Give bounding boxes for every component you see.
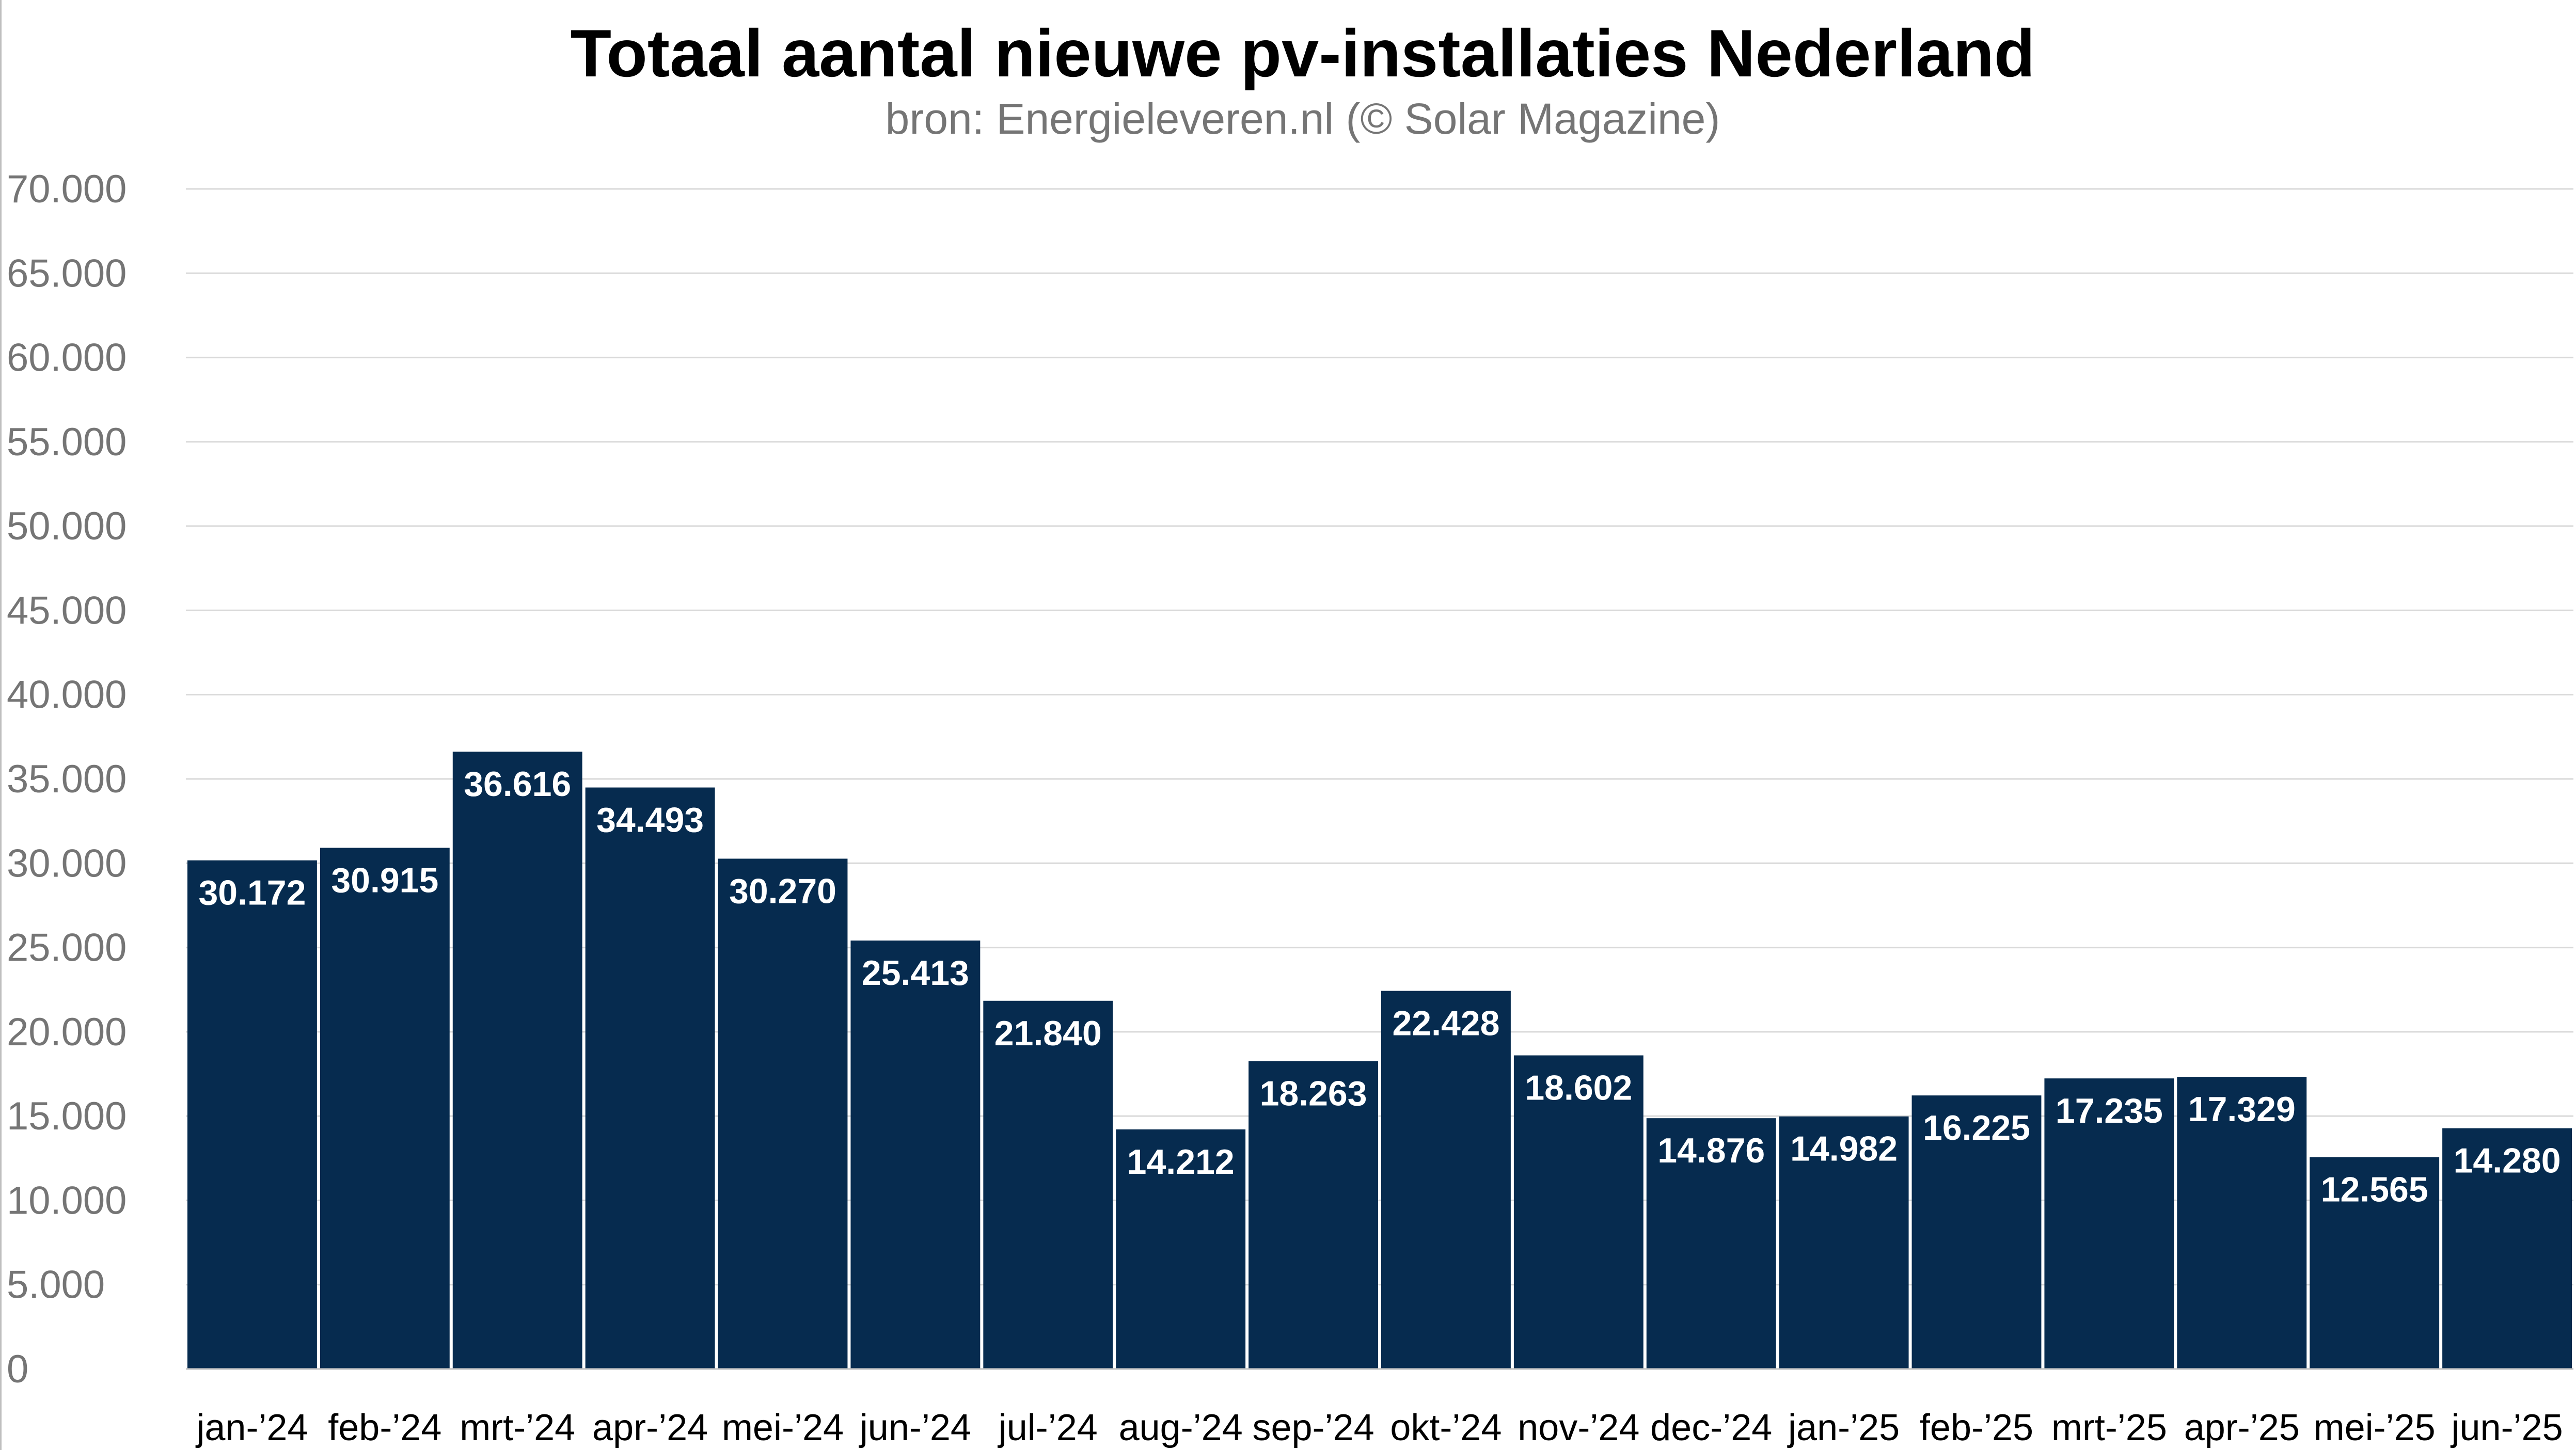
x-tick-label: jan-’24 [195, 1407, 308, 1448]
x-tick-label: aug-’24 [1119, 1407, 1243, 1448]
y-tick-label: 15.000 [7, 1094, 127, 1138]
x-tick-label: mrt-’24 [460, 1407, 575, 1448]
bar [1116, 1129, 1246, 1369]
x-tick-label: mei-’25 [2314, 1407, 2436, 1448]
bar-value-label: 30.172 [198, 873, 306, 913]
x-tick-label: feb-’24 [328, 1407, 441, 1448]
bar-value-label: 22.428 [1392, 1004, 1499, 1043]
x-tick-label: dec-’24 [1650, 1407, 1772, 1448]
x-tick-label: jul-’24 [998, 1407, 1098, 1448]
chart-title: Totaal aantal nieuwe pv-installaties Ned… [570, 15, 2035, 91]
bars [187, 752, 2572, 1369]
bar-value-label: 17.329 [2188, 1090, 2296, 1129]
bar-value-label: 30.270 [729, 871, 836, 911]
x-tick-label: apr-’24 [592, 1407, 708, 1448]
bar-value-label: 30.915 [331, 861, 438, 900]
bar [585, 787, 715, 1369]
bar-value-label: 25.413 [862, 953, 969, 993]
y-tick-label: 65.000 [7, 251, 127, 295]
y-tick-label: 60.000 [7, 336, 127, 380]
y-tick-label: 50.000 [7, 504, 127, 548]
bar-value-label: 14.212 [1127, 1142, 1235, 1182]
x-tick-label: jan-’25 [1787, 1407, 1900, 1448]
y-tick-label: 25.000 [7, 926, 127, 970]
y-tick-label: 30.000 [7, 841, 127, 885]
x-tick-label: okt-’24 [1390, 1407, 1502, 1448]
bar [187, 860, 317, 1369]
bar [1249, 1061, 1378, 1369]
x-tick-label: sep-’24 [1252, 1407, 1374, 1448]
bar-value-label: 34.493 [596, 801, 704, 840]
bar [983, 1000, 1113, 1369]
x-tick-label: feb-’25 [1920, 1407, 2033, 1448]
bar-value-label: 14.280 [2454, 1141, 2561, 1181]
y-tick-label: 55.000 [7, 420, 127, 464]
bar [1381, 991, 1511, 1369]
y-tick-label: 70.000 [7, 167, 127, 211]
bar [2044, 1078, 2174, 1369]
bar-value-label: 12.565 [2321, 1170, 2428, 1209]
bar [1646, 1118, 1776, 1369]
x-tick-label: jun-’25 [2450, 1407, 2563, 1448]
bar-value-label: 18.263 [1260, 1074, 1367, 1113]
x-axis-category-labels: jan-’24 feb-’24 mrt-’24 apr-’24 mei-’24 jun-’… [195, 1407, 2563, 1448]
x-tick-label: apr-’25 [2184, 1407, 2300, 1448]
bar [850, 941, 981, 1369]
bar-value-label: 17.235 [2056, 1091, 2163, 1130]
y-tick-label: 0 [7, 1347, 28, 1391]
bar [2310, 1157, 2440, 1369]
bar [1513, 1055, 1643, 1369]
bar [2177, 1077, 2307, 1369]
bar [718, 858, 848, 1369]
bar [1911, 1095, 2042, 1369]
y-tick-label: 35.000 [7, 757, 127, 801]
bar-value-label: 21.840 [994, 1014, 1102, 1053]
y-tick-label: 40.000 [7, 673, 127, 717]
y-tick-label: 5.000 [7, 1263, 105, 1307]
bar [1779, 1116, 1909, 1369]
bar [2442, 1128, 2572, 1369]
y-tick-label: 10.000 [7, 1178, 127, 1222]
y-tick-label: 20.000 [7, 1010, 127, 1054]
y-axis-tick-labels: 0 5.000 10.000 15.000 20.000 25.000 30.000 35.0… [7, 167, 127, 1391]
bar-value-label: 36.616 [464, 764, 571, 804]
bar-value-label: 14.876 [1657, 1131, 1765, 1170]
x-tick-label: nov-’24 [1518, 1407, 1639, 1448]
bar-value-labels: 30.172 30.915 36.616 34.493 30.270 25.413 21.8… [198, 764, 2561, 1209]
x-tick-label: jun-’24 [859, 1407, 971, 1448]
chart-subtitle: bron: Energieleveren.nl (© Solar Magazin… [885, 94, 1720, 143]
y-tick-label: 45.000 [7, 588, 127, 632]
bar-value-label: 16.225 [1923, 1108, 2030, 1148]
bar [452, 752, 582, 1369]
bar-value-label: 18.602 [1525, 1069, 1632, 1108]
x-tick-label: mrt-’25 [2051, 1407, 2167, 1448]
bar-value-label: 14.982 [1790, 1129, 1898, 1169]
x-tick-label: mei-’24 [722, 1407, 844, 1448]
gridlines [186, 188, 2573, 1286]
bar [320, 848, 450, 1369]
